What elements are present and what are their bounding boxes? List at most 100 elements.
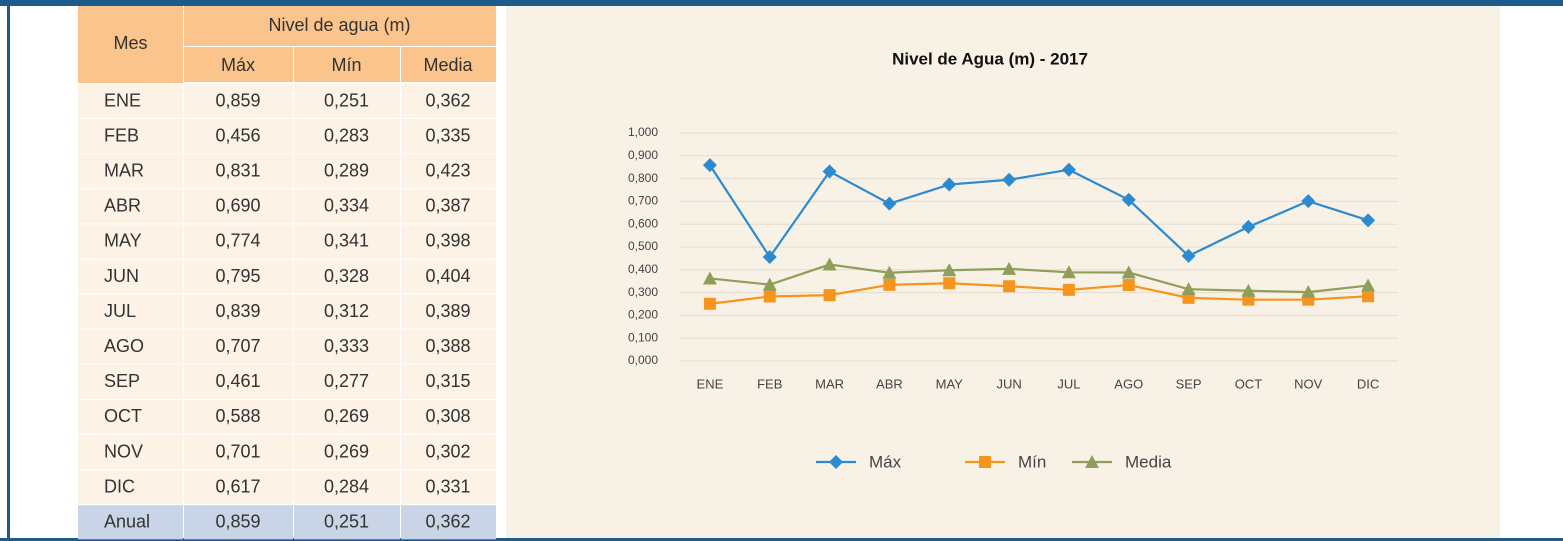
cell-text: 0,859 (215, 90, 260, 110)
chart-title: Nivel de Agua (m) - 2017 (892, 49, 1088, 68)
cell-text: NOV (104, 441, 143, 461)
table-cell (401, 224, 496, 259)
table-cell (294, 435, 400, 470)
table-cell (294, 84, 400, 119)
y-tick-label: 0,600 (628, 216, 658, 230)
x-tick-label: MAR (815, 376, 844, 391)
data-point (822, 164, 837, 179)
table-cell (78, 84, 183, 119)
x-tick-label: OCT (1235, 376, 1263, 391)
data-point (882, 265, 897, 279)
table-cell (184, 189, 293, 224)
cell-text: 0,331 (425, 476, 470, 496)
cell-text: SEP (104, 371, 140, 391)
data-point (883, 278, 896, 291)
cell-text: 0,284 (324, 476, 369, 496)
x-tick-label: ENE (697, 376, 724, 391)
data-point (1121, 192, 1136, 207)
cell-text: 0,362 (425, 90, 470, 110)
data-point (1301, 285, 1316, 299)
data-point (1003, 280, 1016, 293)
legend-marker (979, 456, 991, 468)
header-text: Media (423, 55, 473, 75)
y-tick-label: 0,300 (628, 285, 658, 299)
data-point (1301, 194, 1316, 209)
header-cell (184, 6, 496, 46)
cell-text: 0,289 (324, 161, 369, 181)
data-point (1061, 162, 1076, 177)
header-cell (184, 47, 293, 82)
cell-text: 0,461 (215, 371, 260, 391)
table-cell (401, 119, 496, 154)
table-cell (184, 119, 293, 154)
data-point (763, 290, 776, 303)
cell-text: DIC (104, 476, 135, 496)
table-cell (184, 399, 293, 434)
cell-text: JUN (104, 266, 139, 286)
table-cell (401, 470, 496, 505)
table-cell (294, 329, 400, 364)
table-cell (184, 364, 293, 399)
table-cell (78, 435, 183, 470)
data-point (1181, 248, 1196, 263)
table-cell (294, 189, 400, 224)
table-cell (401, 399, 496, 434)
data-point (1121, 265, 1136, 279)
cell-text: 0,774 (215, 231, 260, 251)
cell-text: 0,283 (324, 125, 369, 145)
data-point (762, 250, 777, 265)
table-cell (294, 119, 400, 154)
table-cell (78, 399, 183, 434)
x-tick-label: DIC (1357, 376, 1379, 391)
cell-text: 0,588 (215, 406, 260, 426)
header-text: Mes (113, 33, 147, 53)
table-cell (294, 154, 400, 189)
table-cell (401, 189, 496, 224)
data-point (1362, 290, 1375, 303)
table-cell (294, 294, 400, 329)
data-point (1062, 283, 1075, 296)
data-point (1181, 282, 1196, 296)
data-point (762, 277, 777, 291)
table-cell (184, 259, 293, 294)
cell-text: 0,707 (215, 336, 260, 356)
data-point (1361, 213, 1376, 228)
cell-text: 0,251 (324, 90, 369, 110)
table-cell (78, 154, 183, 189)
data-point (882, 196, 897, 211)
cell-text: 0,302 (425, 441, 470, 461)
table-cell (184, 84, 293, 119)
y-tick-label: 0,800 (628, 171, 658, 185)
table-cell (294, 364, 400, 399)
table-cell (78, 259, 183, 294)
cell-text: 0,389 (425, 301, 470, 321)
legend-label: Máx (869, 452, 902, 471)
y-tick-label: 0,200 (628, 308, 658, 322)
y-tick-label: 0,400 (628, 262, 658, 276)
x-tick-label: SEP (1176, 376, 1202, 391)
cell-text: 0,398 (425, 231, 470, 251)
data-point (703, 297, 716, 310)
data-point (1122, 279, 1135, 292)
table-cell (294, 399, 400, 434)
data-point (1002, 261, 1017, 275)
table-cell (401, 294, 496, 329)
data-point (1241, 283, 1256, 297)
table-cell (401, 84, 496, 119)
table-cell (184, 329, 293, 364)
cell-text: 0,456 (215, 125, 260, 145)
table-cell (78, 119, 183, 154)
cell-text: ABR (104, 196, 141, 216)
cell-text: JUL (104, 301, 136, 321)
series-line (709, 263, 1369, 294)
frame-left (7, 0, 10, 541)
cell-text: 0,308 (425, 406, 470, 426)
cell-text: 0,617 (215, 476, 260, 496)
table-cell (78, 364, 183, 399)
series-line (709, 282, 1369, 305)
series-line (708, 164, 1369, 259)
table-cell (294, 224, 400, 259)
cell-text: 0,423 (425, 161, 470, 181)
cell-text: 0,831 (215, 161, 260, 181)
table-cell (78, 329, 183, 364)
